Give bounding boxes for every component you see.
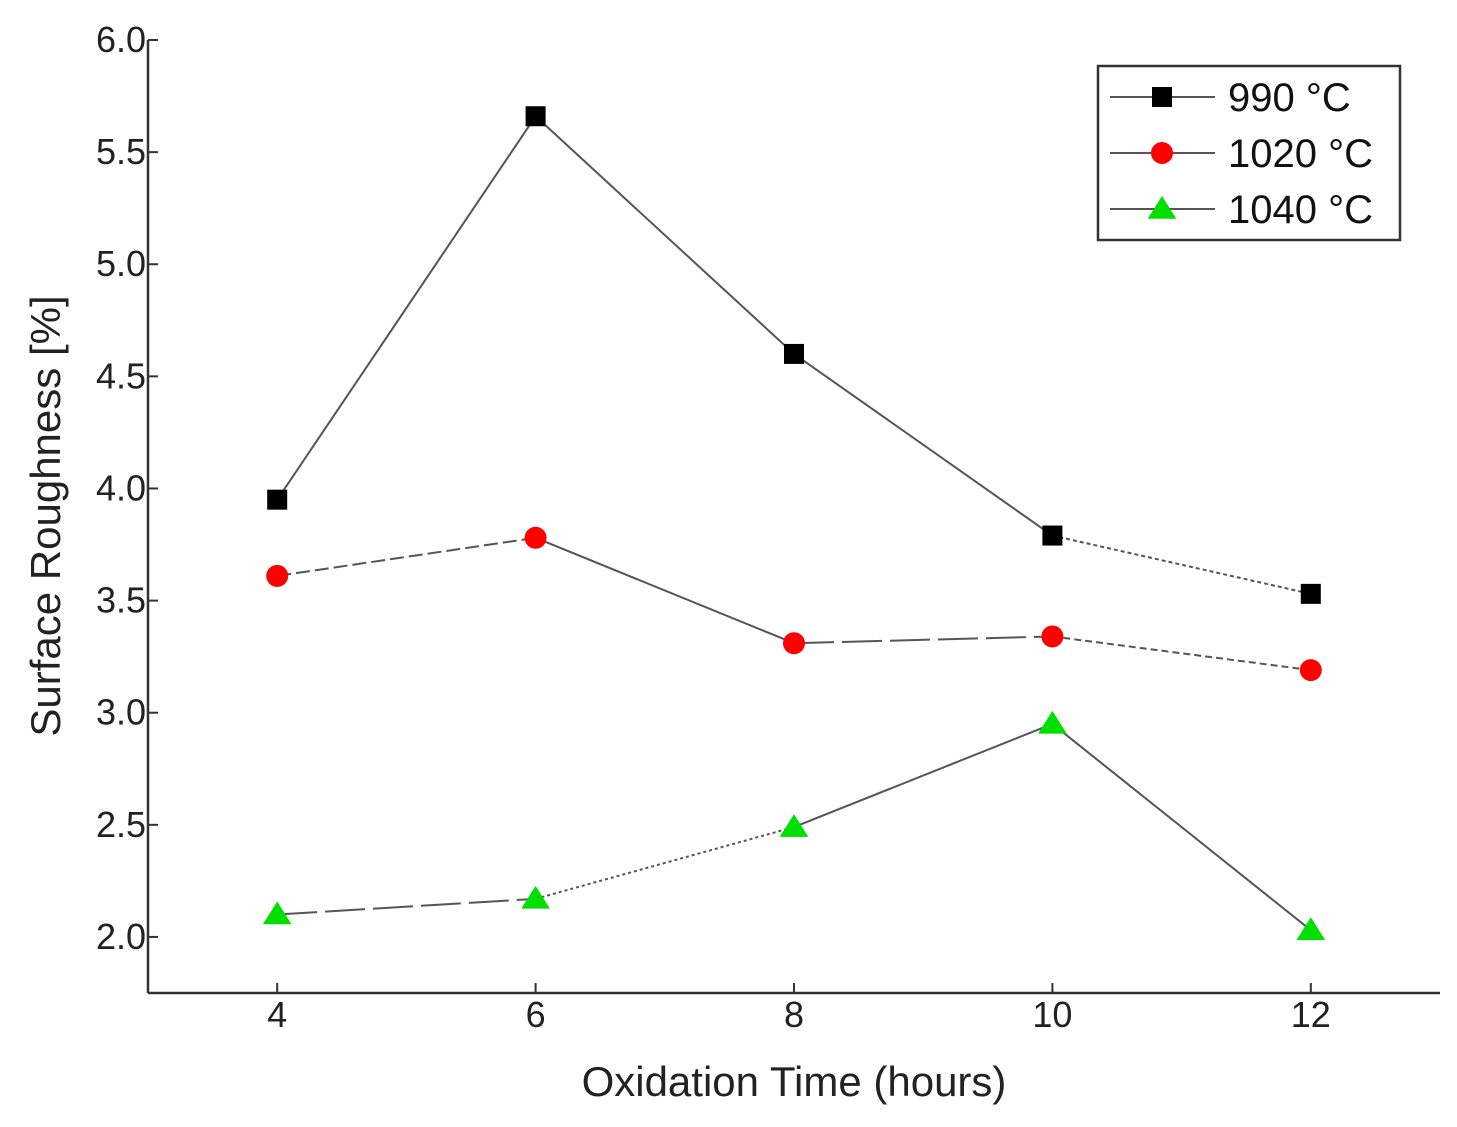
- series-3: [262, 710, 1326, 940]
- x-tick-label: 10: [1032, 994, 1072, 1035]
- data-point: [1296, 917, 1326, 940]
- legend-label: 1020 °C: [1228, 132, 1373, 176]
- data-point: [1041, 625, 1064, 648]
- y-tick-label: 4.5: [96, 355, 146, 396]
- data-point: [524, 526, 547, 549]
- data-point: [1042, 525, 1063, 546]
- x-tick-label: 6: [526, 994, 546, 1035]
- series-line-segment: [793, 722, 1053, 828]
- series-line-segment: [534, 115, 795, 355]
- data-point: [1300, 583, 1321, 604]
- series-line-segment: [535, 826, 795, 900]
- y-tick-label: 6.0: [96, 19, 146, 60]
- x-axis-title: Oxidation Time (hours): [582, 1058, 1007, 1105]
- series-2: [266, 526, 1322, 682]
- legend-marker: [1152, 87, 1172, 107]
- x-tick-label: 12: [1291, 994, 1331, 1035]
- data-point: [1038, 710, 1067, 734]
- legend-label: 1040 °C: [1228, 188, 1373, 232]
- series-line-segment: [277, 536, 536, 577]
- data-point: [267, 489, 288, 510]
- series-line-segment: [1052, 635, 1311, 672]
- legend-label: 990 °C: [1228, 76, 1351, 120]
- legend-marker: [1147, 196, 1177, 219]
- x-tick-label: 4: [267, 994, 287, 1035]
- series-line-segment: [1052, 534, 1312, 595]
- y-tick-label: 5.5: [96, 131, 146, 172]
- data-point: [784, 343, 804, 364]
- series-line-segment: [277, 897, 536, 916]
- data-point: [783, 632, 805, 655]
- data-point: [521, 885, 550, 909]
- y-tick-label: 4.0: [96, 467, 146, 508]
- data-point: [779, 814, 809, 837]
- data-point: [266, 564, 289, 587]
- legend-marker: [1151, 142, 1173, 164]
- series-line-segment: [535, 536, 795, 645]
- series-line-segment: [793, 353, 1053, 537]
- series-group: [262, 106, 1326, 940]
- y-tick-label: 3.5: [96, 580, 146, 621]
- data-point: [262, 901, 292, 925]
- x-tick-label: 8: [784, 994, 804, 1035]
- data-point: [525, 106, 546, 127]
- y-tick-label: 3.0: [96, 692, 146, 733]
- series-line-segment: [276, 115, 537, 501]
- series-line-segment: [1051, 723, 1312, 931]
- y-ticks: 2.0 2.5 3.0 3.5 4.0 4.5 5.0 5.5 6.0: [96, 19, 158, 957]
- legend: 990 °C 1020 °C 1040 °C: [1096, 64, 1402, 242]
- y-tick-label: 2.0: [96, 916, 146, 957]
- data-point: [1299, 659, 1322, 682]
- y-axis-title: Surface Roughness [%]: [22, 295, 69, 736]
- series-line-segment: [793, 635, 1053, 645]
- x-ticks: 4 6 8 10 12: [267, 983, 1331, 1035]
- y-tick-label: 2.5: [96, 804, 146, 845]
- series-1: [267, 106, 1321, 604]
- y-tick-label: 5.0: [96, 243, 146, 284]
